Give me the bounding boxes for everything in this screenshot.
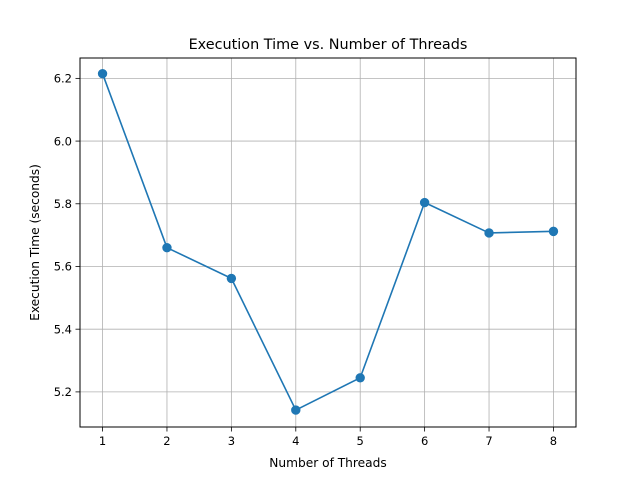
x-tick-label: 1: [99, 434, 106, 448]
x-tick-label: 7: [485, 434, 492, 448]
data-point: [162, 242, 172, 253]
x-tick-label: 8: [550, 434, 557, 448]
ticks: 1 2 3 4 5 6 7 8 5.2 5.4 5.6 5.8 6.0 6.2: [54, 72, 557, 448]
x-tick-label: 3: [228, 434, 235, 448]
y-tick-label: 6.2: [54, 72, 72, 86]
y-tick-label: 6.0: [54, 134, 72, 148]
data-point: [419, 197, 430, 208]
x-tick-label: 4: [292, 434, 299, 448]
data-point: [355, 373, 365, 383]
y-tick-label: 5.6: [54, 260, 72, 274]
data-point: [226, 273, 237, 284]
series-execution-time: [97, 68, 559, 415]
y-axis-label: Execution Time (seconds): [28, 164, 42, 321]
x-tick-label: 6: [421, 434, 428, 448]
y-tick-label: 5.2: [54, 385, 72, 399]
data-point: [97, 68, 108, 79]
plot-frame: [79, 57, 577, 428]
chart-title: Execution Time vs. Number of Threads: [189, 37, 468, 53]
plot-area: [80, 58, 576, 427]
data-point: [548, 226, 559, 237]
data-point: [291, 405, 301, 415]
y-tick-label: 5.8: [54, 197, 72, 211]
y-tick-label: 5.4: [54, 322, 72, 336]
x-axis-label: Number of Threads: [269, 456, 386, 470]
x-tick-label: 2: [163, 434, 170, 448]
x-tick-label: 5: [357, 434, 364, 448]
series-line: [101, 72, 555, 411]
grid: [80, 58, 576, 427]
data-point: [484, 228, 494, 238]
